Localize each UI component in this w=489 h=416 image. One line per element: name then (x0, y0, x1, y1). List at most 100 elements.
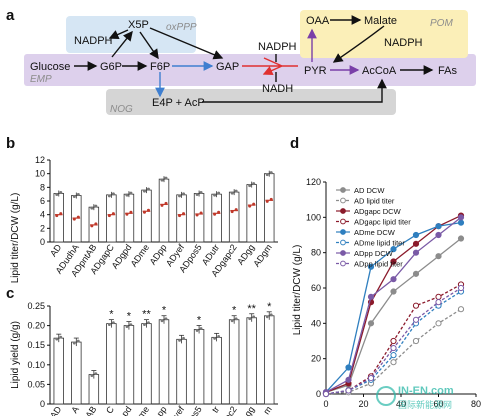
bar-lipid-yield (53, 337, 64, 405)
series-point (457, 235, 465, 242)
series-point (412, 249, 420, 256)
y-tick-label: 4 (40, 210, 45, 220)
point-dcw (269, 171, 273, 175)
y-tick-label: 60 (311, 283, 321, 293)
node-fas: FAs (438, 65, 457, 77)
bar-dcw (176, 194, 187, 243)
y-tick-label: 100 (306, 212, 321, 222)
x-tick-label: 0 (323, 399, 328, 409)
point-lipid (90, 224, 94, 228)
x-tick-label: tr (210, 404, 221, 414)
legend-entry: ADpp DCW (354, 249, 394, 258)
point (107, 323, 111, 327)
point-dcw (59, 190, 63, 194)
panel-c-bars: * * ** *** ** * (53, 301, 275, 405)
point (178, 338, 181, 342)
panel-a: a oxPPP POM EMP NOG X5P NADPH Glucose G6… (6, 7, 476, 115)
series-point (412, 240, 420, 247)
series-point (435, 299, 442, 306)
point (164, 317, 168, 321)
point-dcw (90, 206, 94, 210)
legend-swatch-marker (340, 187, 346, 193)
legend-swatch-marker (340, 218, 346, 225)
point-dcw (146, 187, 150, 191)
bar-lipid-yield (71, 341, 82, 405)
point (269, 313, 273, 317)
watermark: IN-EN.com 国际新能源网 (376, 385, 454, 410)
y-tick-label: 0 (40, 399, 45, 409)
y-tick-label: 0.15 (27, 340, 45, 350)
x-tick-label: pd (120, 404, 134, 416)
point-dcw (107, 194, 111, 198)
panel-d-label: d (290, 135, 299, 152)
series-point (435, 320, 442, 327)
point-lipid (230, 210, 234, 214)
legend-swatch-marker (340, 208, 346, 214)
x-tick-label: 60 (433, 399, 443, 409)
watermark-logo-icon (376, 386, 396, 406)
arrow-malate-pyr (332, 25, 385, 63)
bar-lipid-yield (88, 374, 100, 405)
point (160, 319, 164, 323)
x-tick-label: ADme (129, 242, 152, 268)
y-tick-label: 2 (40, 223, 45, 233)
panel-d-lines (322, 212, 465, 398)
y-tick-label: 120 (306, 177, 321, 187)
series-point (390, 246, 397, 253)
x-tick-label: AD (48, 242, 64, 258)
series-point (345, 364, 352, 371)
point (252, 315, 256, 319)
point (217, 334, 221, 338)
arrow-x5p-nadph (108, 29, 129, 40)
significance-mark: ** (142, 309, 151, 321)
point-dcw (234, 189, 238, 193)
x-tick-label: A (69, 404, 81, 415)
point (143, 323, 146, 327)
y-tick-label: 20 (311, 354, 321, 364)
point-lipid (217, 210, 221, 214)
x-tick-label: 20 (358, 399, 368, 409)
panel-c-label: c (6, 285, 14, 302)
y-tick-label: 10 (35, 169, 45, 179)
series-point (367, 375, 375, 382)
point (213, 336, 217, 340)
group-label-pom: POM (430, 18, 453, 29)
point-lipid (129, 210, 133, 214)
point-dcw (217, 191, 221, 195)
x-tick-label: pc2 (222, 404, 239, 416)
node-nadph-pom: NADPH (384, 37, 423, 49)
panel-b-ylabel: Lipid titer/DCW (g/L) (10, 193, 21, 284)
point-lipid (213, 212, 217, 216)
bar-lipid-yield (246, 317, 257, 405)
point-dcw (178, 194, 182, 198)
y-tick-label: 12 (35, 155, 45, 165)
bar-lipid-yield (193, 329, 205, 405)
series-point (457, 306, 465, 313)
bar-dcw (264, 173, 275, 243)
bar-dcw (158, 178, 170, 243)
point-dcw (94, 204, 98, 208)
bar-lipid-yield (211, 336, 222, 405)
node-f6p: F6P (150, 61, 170, 73)
y-tick-label: 0 (40, 237, 45, 247)
point-lipid (160, 203, 164, 207)
x-tick-label: os5 (187, 404, 204, 416)
point-dcw (164, 176, 168, 180)
node-gap: GAP (216, 61, 239, 73)
pom-box (300, 10, 468, 58)
panel-d: d Lipid titer/DCW (g/L) 0204060801001200… (290, 135, 481, 409)
watermark-subtext: 国际新能源网 (398, 399, 452, 410)
series-point (367, 320, 375, 327)
bar-dcw (228, 191, 240, 243)
series-point (367, 293, 375, 300)
arrow-gap-pyr-red (242, 57, 298, 74)
series-point (435, 253, 442, 260)
point-dcw (182, 192, 186, 196)
point-dcw (252, 182, 256, 186)
series-point (457, 284, 465, 292)
series-point (412, 337, 420, 345)
y-tick-label: 0 (316, 389, 321, 399)
series-point (390, 258, 397, 265)
arrow-x5p-f6p (139, 31, 159, 60)
x-tick-label: AD (48, 404, 64, 416)
